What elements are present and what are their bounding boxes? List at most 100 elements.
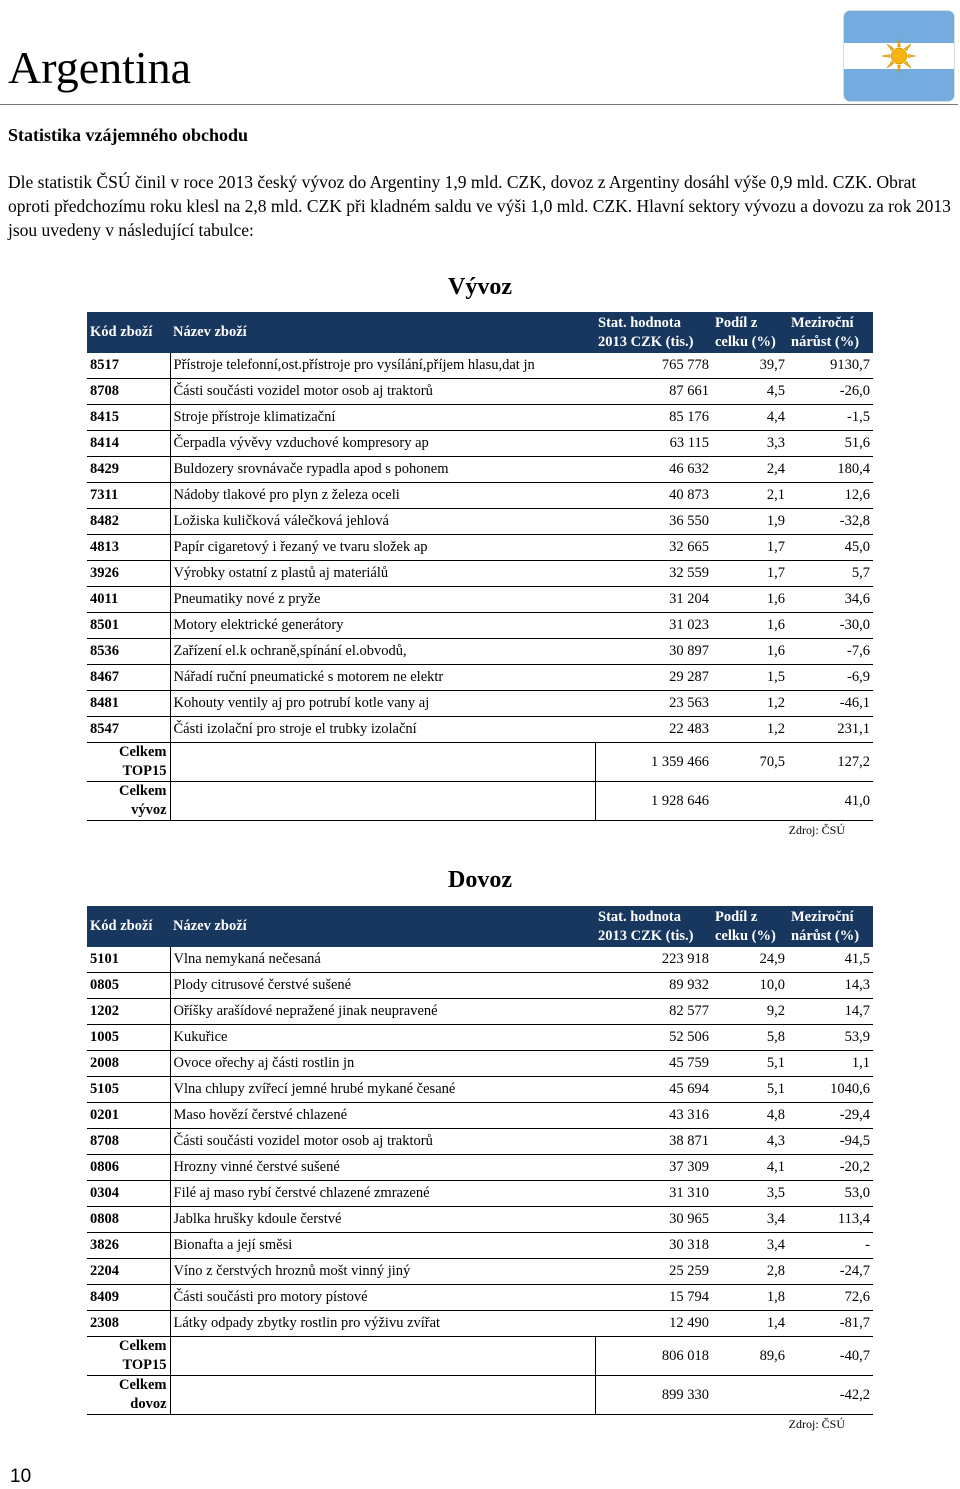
- growth: -6,9: [788, 664, 873, 691]
- growth: 53,0: [788, 1180, 873, 1207]
- growth: -1,5: [788, 404, 873, 431]
- value: 45 694: [595, 1076, 712, 1103]
- share: 3,5: [712, 1180, 788, 1207]
- table-row: 0808 Jablka hrušky kdoule čerstvé 30 965 3,…: [87, 1206, 873, 1233]
- name: Stroje přístroje klimatizační: [169, 404, 595, 431]
- share: 2,1: [712, 482, 788, 509]
- name: Ložiska kuličková válečková jehlová: [169, 508, 595, 535]
- source-note: Zdroj: ČSÚ: [788, 823, 845, 837]
- table-row: 2008 Ovoce ořechy aj části rostlin jn 45 7…: [87, 1050, 873, 1077]
- share: 10,0: [712, 972, 788, 999]
- total-label: Celkem vývoz: [87, 781, 170, 821]
- total-growth: -40,7: [788, 1336, 873, 1376]
- share: 24,9: [712, 947, 788, 973]
- value: 85 176: [595, 404, 712, 431]
- table-row: 0805 Plody citrusové čerstvé sušené 89 932…: [87, 972, 873, 999]
- value: 32 665: [595, 534, 712, 561]
- value: 45 759: [595, 1050, 712, 1077]
- code: 8409: [87, 1284, 170, 1311]
- code: 8517: [87, 353, 170, 379]
- name: Části součásti vozidel motor osob aj tra…: [169, 1128, 595, 1155]
- growth: 51,6: [788, 430, 873, 457]
- share: 5,1: [712, 1050, 788, 1077]
- table-row: 2204 Víno z čerstvých hroznů mošt vinný j…: [87, 1258, 873, 1285]
- table-row: 1202 Oříšky arašídové nepražené jinak neu…: [87, 998, 873, 1025]
- column-header: Kód zboží: [87, 906, 170, 947]
- share: 2,8: [712, 1258, 788, 1285]
- column-header: Podíl z celku (%): [712, 312, 788, 353]
- code: 8547: [87, 716, 170, 743]
- code: 8414: [87, 430, 170, 457]
- code: 8708: [87, 1128, 170, 1155]
- value: 31 310: [595, 1180, 712, 1207]
- table-row: 8429 Buldozery srovnávače rypadla apod s …: [87, 456, 873, 483]
- share: 3,4: [712, 1206, 788, 1233]
- table-row: 1005 Kukuřice 52 506 5,8 53,9: [87, 1024, 873, 1051]
- table-row: 5105 Vlna chlupy zvířecí jemné hrubé myka…: [87, 1076, 873, 1103]
- code: 3926: [87, 560, 170, 587]
- empty-cell: [169, 1336, 596, 1376]
- growth: 14,3: [788, 972, 873, 999]
- growth: 5,7: [788, 560, 873, 587]
- table-row: 0304 Filé aj maso rybí čerstvé chlazené z…: [87, 1180, 873, 1207]
- name: Části součásti vozidel motor osob aj tra…: [169, 378, 595, 405]
- code: 0304: [87, 1180, 170, 1207]
- column-header: Stat. hodnota 2013 CZK (tis.): [595, 906, 712, 947]
- growth: -30,0: [788, 612, 873, 639]
- total-row: Celkem TOP15 1 359 466 70,5 127,2: [87, 742, 873, 782]
- share: 1,4: [712, 1310, 788, 1337]
- growth: -: [788, 1232, 873, 1259]
- share: 1,6: [712, 638, 788, 665]
- column-header: Stat. hodnota 2013 CZK (tis.): [595, 312, 712, 353]
- total-row: Celkem vývoz 1 928 646 41,0: [87, 781, 873, 821]
- value: 765 778: [595, 353, 712, 379]
- table-row: 8467 Nářadí ruční pneumatické s motorem n…: [87, 664, 873, 691]
- table-row: 3826 Bionafta a její směsi 30 318 3,4-: [87, 1232, 873, 1259]
- share: 3,4: [712, 1232, 788, 1259]
- share: 3,3: [712, 430, 788, 457]
- table-row: 8409 Části součásti pro motory pístové 15 …: [87, 1284, 873, 1311]
- data-table: Kód zboží Název zboží Stat. hodnota 2013 C…: [87, 312, 873, 821]
- code: 4011: [87, 586, 170, 613]
- code: 0806: [87, 1154, 170, 1181]
- name: Kukuřice: [169, 1024, 595, 1051]
- value: 38 871: [595, 1128, 712, 1155]
- column-header: Kód zboží: [87, 312, 170, 353]
- code: 2308: [87, 1310, 170, 1337]
- column-header: Meziroční nárůst (%): [788, 906, 873, 947]
- table-row: 2308 Látky odpady zbytky rostlin pro výži…: [87, 1310, 873, 1337]
- share: 1,9: [712, 508, 788, 535]
- value: 31 023: [595, 612, 712, 639]
- table-row: 8708 Části součásti vozidel motor osob aj…: [87, 1128, 873, 1155]
- share: 1,7: [712, 560, 788, 587]
- name: Části součásti pro motory pístové: [169, 1284, 595, 1311]
- table-row: 8482 Ložiska kuličková válečková jehlová 3…: [87, 508, 873, 535]
- name: Vlna nemykaná nečesaná: [169, 947, 595, 973]
- name: Látky odpady zbytky rostlin pro výživu z…: [169, 1310, 595, 1337]
- share: 1,6: [712, 586, 788, 613]
- name: Oříšky arašídové nepražené jinak neuprav…: [169, 998, 595, 1025]
- header-row: Kód zboží Název zboží Stat. hodnota 2013 C…: [87, 906, 873, 947]
- code: 4813: [87, 534, 170, 561]
- value: 15 794: [595, 1284, 712, 1311]
- code: 0805: [87, 972, 170, 999]
- growth: 14,7: [788, 998, 873, 1025]
- total-label: Celkem TOP15: [87, 1336, 170, 1376]
- name: Části izolační pro stroje el trubky izol…: [169, 716, 595, 743]
- table-row: 8415 Stroje přístroje klimatizační 85 176 4…: [87, 404, 873, 431]
- table-row: 8547 Části izolační pro stroje el trubky …: [87, 716, 873, 743]
- total-growth: 41,0: [788, 781, 873, 821]
- growth: -81,7: [788, 1310, 873, 1337]
- table-row: 5101 Vlna nemykaná nečesaná 223 918 24,9 41,…: [87, 947, 873, 973]
- title-rule: [0, 104, 958, 105]
- value: 223 918: [595, 947, 712, 973]
- value: 32 559: [595, 560, 712, 587]
- name: Papír cigaretový i řezaný ve tvaru slože…: [169, 534, 595, 561]
- growth: 12,6: [788, 482, 873, 509]
- value: 63 115: [595, 430, 712, 457]
- growth: 41,5: [788, 947, 873, 973]
- growth: 9130,7: [788, 353, 873, 379]
- table-row: 0201 Maso hovězí čerstvé chlazené 43 316 4,…: [87, 1102, 873, 1129]
- name: Kohouty ventily aj pro potrubí kotle van…: [169, 690, 595, 717]
